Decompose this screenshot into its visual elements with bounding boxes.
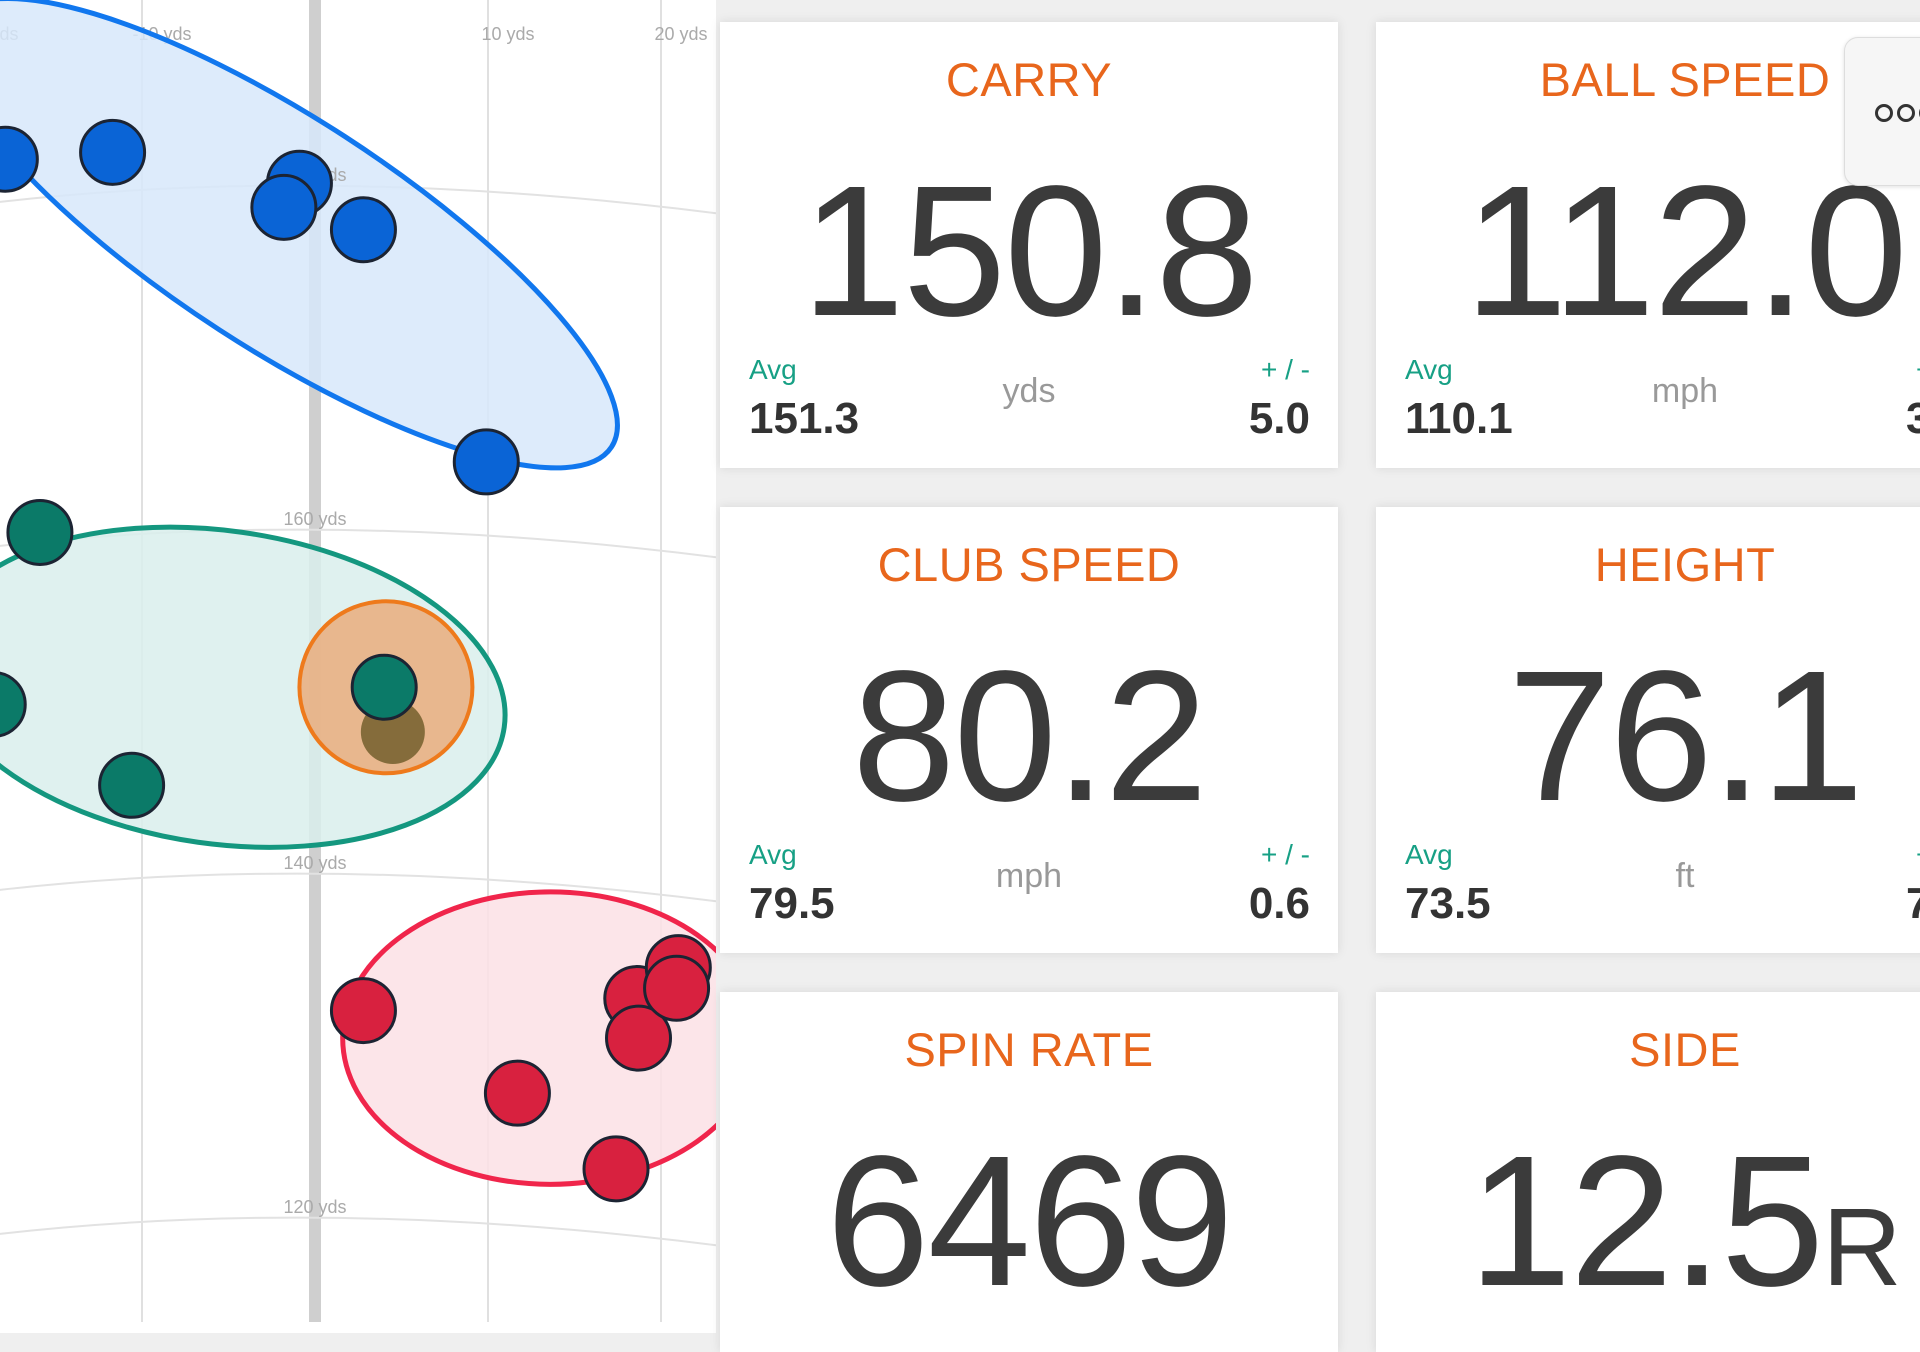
selected-shot-point <box>350 653 418 721</box>
direction-suffix: R <box>1822 1186 1902 1309</box>
shot-point <box>483 1059 551 1127</box>
shot-point <box>329 196 397 264</box>
blue-group-dispersion-ellipse <box>0 0 620 471</box>
carry-arc <box>0 1216 716 1247</box>
plus-minus-label: + / - <box>1916 354 1920 386</box>
avg-value: 79.5 <box>749 879 835 928</box>
metric-value: 80.2 <box>851 633 1208 840</box>
carry-arc <box>0 872 716 903</box>
shot-point <box>643 954 711 1022</box>
unit-label: yds <box>1002 372 1056 410</box>
metric-title: HEIGHT <box>1594 538 1776 591</box>
metric-card-club-speed[interactable]: CLUB SPEED 80.2 Avg 79.5 mph + / - 0.6 <box>720 507 1338 953</box>
plus-minus-value: 3 <box>1906 394 1920 443</box>
metric-card-spin-rate[interactable]: SPIN RATE 6469 <box>720 992 1338 1352</box>
red-group-dispersion-ellipse <box>340 889 716 1187</box>
plus-minus-value: 5.0 <box>1248 394 1310 443</box>
unit-label: mph <box>1651 372 1719 410</box>
avg-label: Avg <box>1405 839 1453 870</box>
shot-point <box>329 977 397 1045</box>
plus-minus-value: 7 <box>1906 879 1920 928</box>
avg-value: 110.1 <box>1405 394 1513 443</box>
metric-card-ball-speed[interactable]: BALL SPEED 112.0 Avg 110.1 mph + / - 3 <box>1376 22 1920 468</box>
y-tick-label: 160 yds <box>283 509 346 529</box>
metric-title: BALL SPEED <box>1539 53 1831 106</box>
avg-label: Avg <box>749 839 797 870</box>
shot-point <box>582 1135 650 1203</box>
metric-card-side[interactable]: SIDE 12.5R <box>1376 992 1920 1352</box>
metric-value-wrap: 12.5R <box>1376 1112 1920 1352</box>
y-tick-label: 120 yds <box>283 1197 346 1217</box>
metric-value: 112.0 <box>1464 148 1908 355</box>
metric-title: CARRY <box>945 53 1113 106</box>
metric-title: SIDE <box>1629 1023 1741 1076</box>
shot-point <box>79 118 147 186</box>
more-options-button[interactable] <box>1844 37 1920 186</box>
y-tick-label: 140 yds <box>283 853 346 873</box>
x-tick-label: 10 yds <box>481 24 534 44</box>
metric-card-height[interactable]: HEIGHT 76.1 Avg 73.5 ft + / - 7 <box>1376 507 1920 953</box>
shot-point <box>250 173 318 241</box>
unit-label: mph <box>995 857 1063 895</box>
avg-label: Avg <box>749 354 797 385</box>
metric-value: 6469 <box>826 1118 1234 1325</box>
plus-minus-label: + / - <box>1916 839 1920 871</box>
metric-title: CLUB SPEED <box>877 538 1181 591</box>
plus-minus-value: 0.6 <box>1248 879 1310 928</box>
avg-label: Avg <box>1405 354 1453 385</box>
plus-minus-label: + / - <box>1260 839 1310 870</box>
metric-value: 12.5 <box>1468 1118 1824 1325</box>
metric-value: 150.8 <box>801 148 1258 355</box>
plus-minus-label: + / - <box>1260 354 1310 385</box>
shot-point <box>0 671 27 738</box>
shot-point <box>0 125 39 193</box>
avg-value: 73.5 <box>1405 879 1491 928</box>
unit-label: ft <box>1675 857 1695 895</box>
shot-point <box>6 498 74 566</box>
shot-point <box>452 428 520 496</box>
avg-value: 151.3 <box>749 394 860 443</box>
metric-title: SPIN RATE <box>904 1023 1154 1076</box>
x-tick-label: 20 yds <box>654 24 707 44</box>
shot-point <box>605 1004 673 1072</box>
shot-point <box>98 751 166 819</box>
metric-value: 76.1 <box>1507 633 1864 840</box>
metric-card-carry[interactable]: CARRY 150.8 Avg 151.3 yds + / - 5.0 <box>720 22 1338 468</box>
